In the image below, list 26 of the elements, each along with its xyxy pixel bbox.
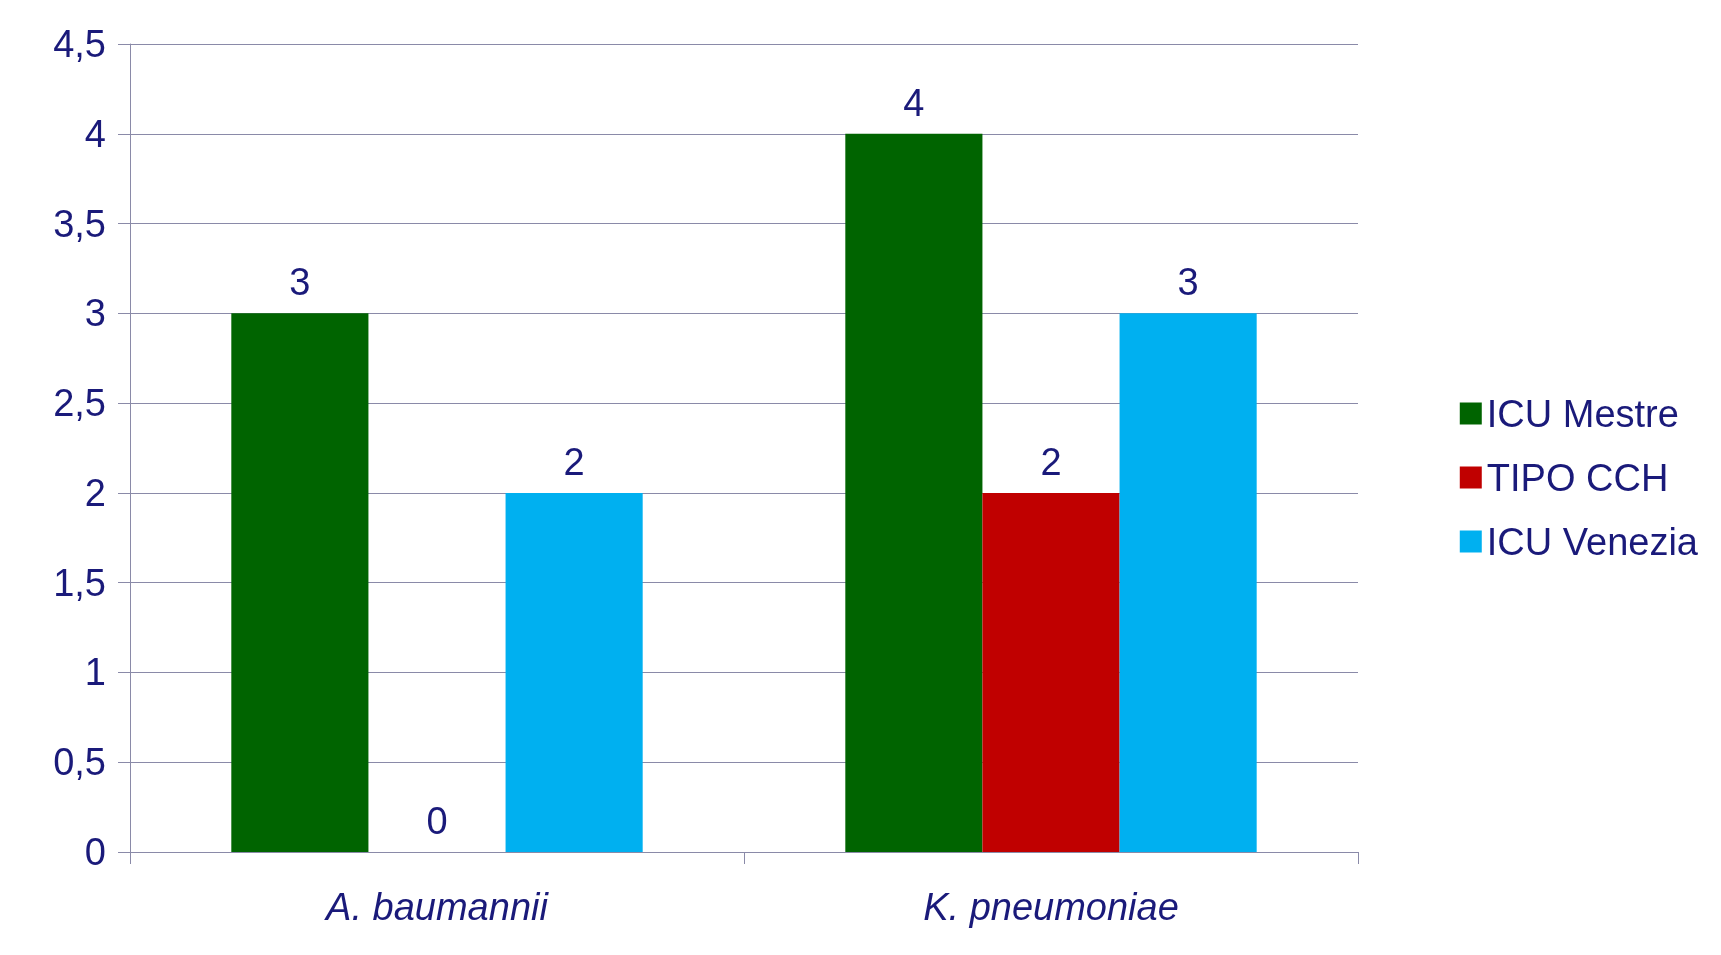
data-label: 4 xyxy=(903,81,925,124)
bar xyxy=(982,492,1120,852)
bar xyxy=(845,133,983,852)
data-label: 3 xyxy=(289,261,311,304)
legend-label: ICU Venezia xyxy=(1486,520,1699,563)
data-label: 2 xyxy=(1040,440,1062,483)
y-tick-label: 3 xyxy=(84,292,106,335)
y-tick-label: 3,5 xyxy=(53,202,106,245)
bar xyxy=(1119,313,1257,852)
y-tick-label: 0 xyxy=(84,831,106,873)
bar xyxy=(505,492,643,852)
data-label: 3 xyxy=(1177,261,1199,304)
y-tick-label: 4 xyxy=(84,112,106,155)
y-tick-label: 0,5 xyxy=(53,741,106,784)
x-tick-label: A. baumannii xyxy=(324,886,550,928)
legend-label: ICU Mestre xyxy=(1486,392,1679,435)
bar xyxy=(231,313,369,852)
legend-label: TIPO CCH xyxy=(1486,456,1669,499)
data-label: 2 xyxy=(563,440,585,483)
y-tick-label: 4,5 xyxy=(53,23,106,65)
x-tick-label: K. pneumoniae xyxy=(923,886,1179,928)
y-tick-label: 1 xyxy=(84,651,106,694)
data-label: 0 xyxy=(426,800,448,842)
y-tick-label: 2 xyxy=(84,471,106,514)
y-tick-label: 2,5 xyxy=(53,382,106,425)
y-tick-label: 1,5 xyxy=(53,561,106,604)
